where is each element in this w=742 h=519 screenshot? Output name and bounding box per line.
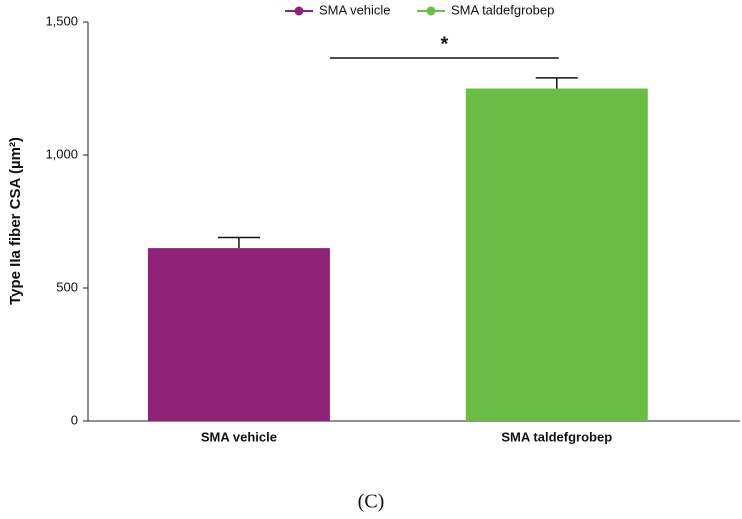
- legend-marker: [426, 6, 436, 16]
- x-tick-label: SMA vehicle: [201, 429, 277, 444]
- y-tick-label: 0: [71, 412, 78, 427]
- bar: [147, 248, 330, 421]
- bar: [465, 88, 648, 421]
- y-tick-label: 1,000: [45, 146, 78, 161]
- y-axis-title: Type IIa fiber CSA (µm²): [7, 137, 24, 305]
- legend-label: SMA taldefgrobep: [451, 2, 554, 17]
- error-bar: [535, 77, 578, 89]
- y-tick-label: 1,500: [45, 13, 78, 28]
- significance-label: *: [440, 33, 448, 55]
- caption: (C): [358, 491, 385, 513]
- error-bar: [217, 236, 260, 249]
- legend-label: SMA vehicle: [319, 2, 391, 17]
- y-tick-label: 500: [56, 279, 78, 294]
- legend-marker: [294, 6, 304, 16]
- x-tick-label: SMA taldefgrobep: [501, 429, 612, 444]
